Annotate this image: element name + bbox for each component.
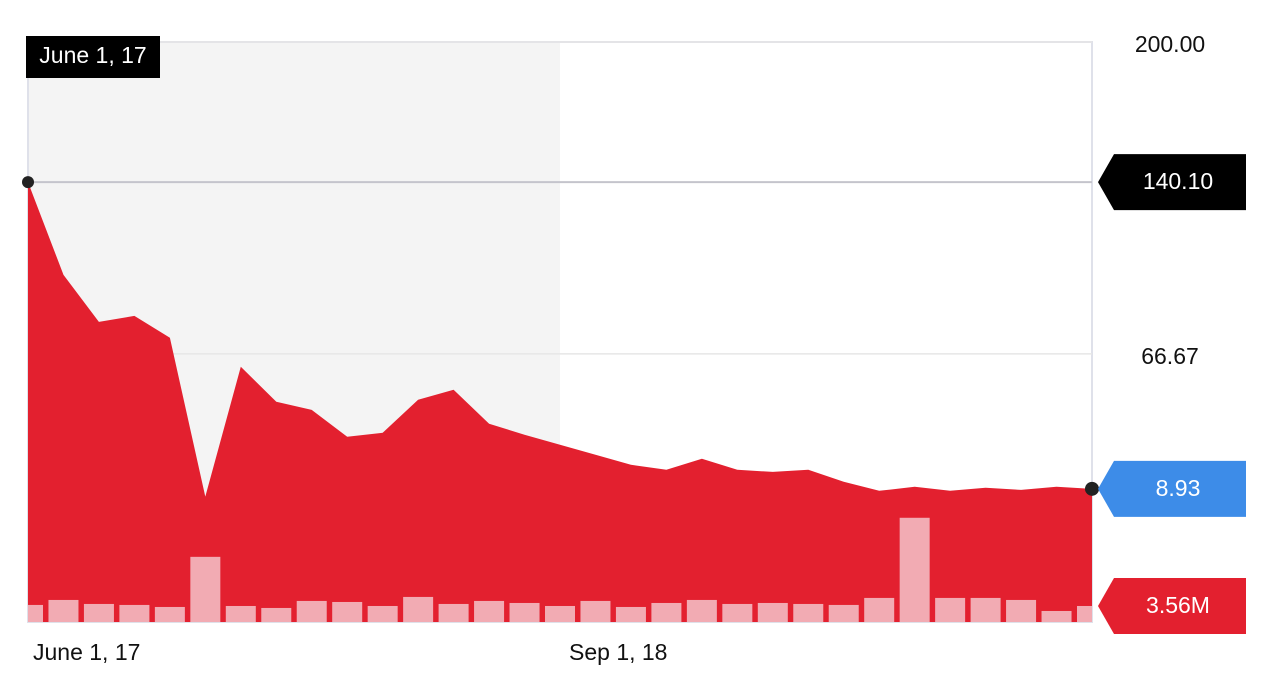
y-tick-label: 66.67 <box>1141 343 1199 369</box>
volume-bar <box>1077 605 1092 622</box>
volume-bar <box>1041 610 1072 622</box>
overlay-layer: 200.00 66.67 June 1, 17 Sep 1, 18 June 1, 17… <box>22 31 1246 665</box>
volume-bar <box>686 599 717 622</box>
volume-bar <box>28 604 43 622</box>
x-tick-label: June 1, 17 <box>33 639 140 665</box>
volume-bar <box>545 605 575 622</box>
hover-price-flag <box>1098 154 1246 211</box>
volume-bar <box>509 602 540 622</box>
y-tick-label: 200.00 <box>1135 31 1205 57</box>
volume-bar <box>864 597 895 622</box>
last-price-dot <box>1085 481 1099 496</box>
volume-bar <box>367 605 398 622</box>
plot-area <box>28 182 1092 622</box>
volume-bar <box>615 606 646 622</box>
x-tick-label: Sep 1, 18 <box>569 639 667 665</box>
volume-bar <box>1006 599 1037 622</box>
date-flag <box>26 36 160 78</box>
volume-bar <box>225 605 256 622</box>
volume-bar <box>828 604 859 622</box>
volume-flag-label: 3.56M <box>1146 592 1210 618</box>
volume-bar <box>48 599 79 622</box>
volume-bar <box>580 600 611 622</box>
volume-flag <box>1098 577 1246 634</box>
hover-price-flag-label: 140.10 <box>1143 168 1213 194</box>
volume-bar <box>935 597 966 622</box>
volume-bar <box>757 602 788 622</box>
volume-bar <box>261 607 292 622</box>
price-area <box>28 182 1092 622</box>
volume-bar <box>651 602 682 622</box>
volume-bar <box>793 603 824 622</box>
volume-bar <box>190 556 221 622</box>
volume-bar <box>296 600 327 622</box>
volume-bar <box>899 517 930 622</box>
volume-bar <box>119 604 150 622</box>
last-price-flag-label: 8.93 <box>1156 475 1201 501</box>
volume-bar <box>438 603 469 622</box>
volume-bar <box>332 601 363 622</box>
volume-bar <box>403 596 434 622</box>
volume-bar <box>83 603 114 622</box>
last-price-flag <box>1098 460 1246 517</box>
volume-bar <box>154 606 185 622</box>
volume-bar <box>970 597 1001 622</box>
crosshair-dot <box>22 176 34 189</box>
volume-bar <box>722 603 753 622</box>
volume-bar <box>474 600 505 622</box>
date-flag-label: June 1, 17 <box>39 42 146 68</box>
